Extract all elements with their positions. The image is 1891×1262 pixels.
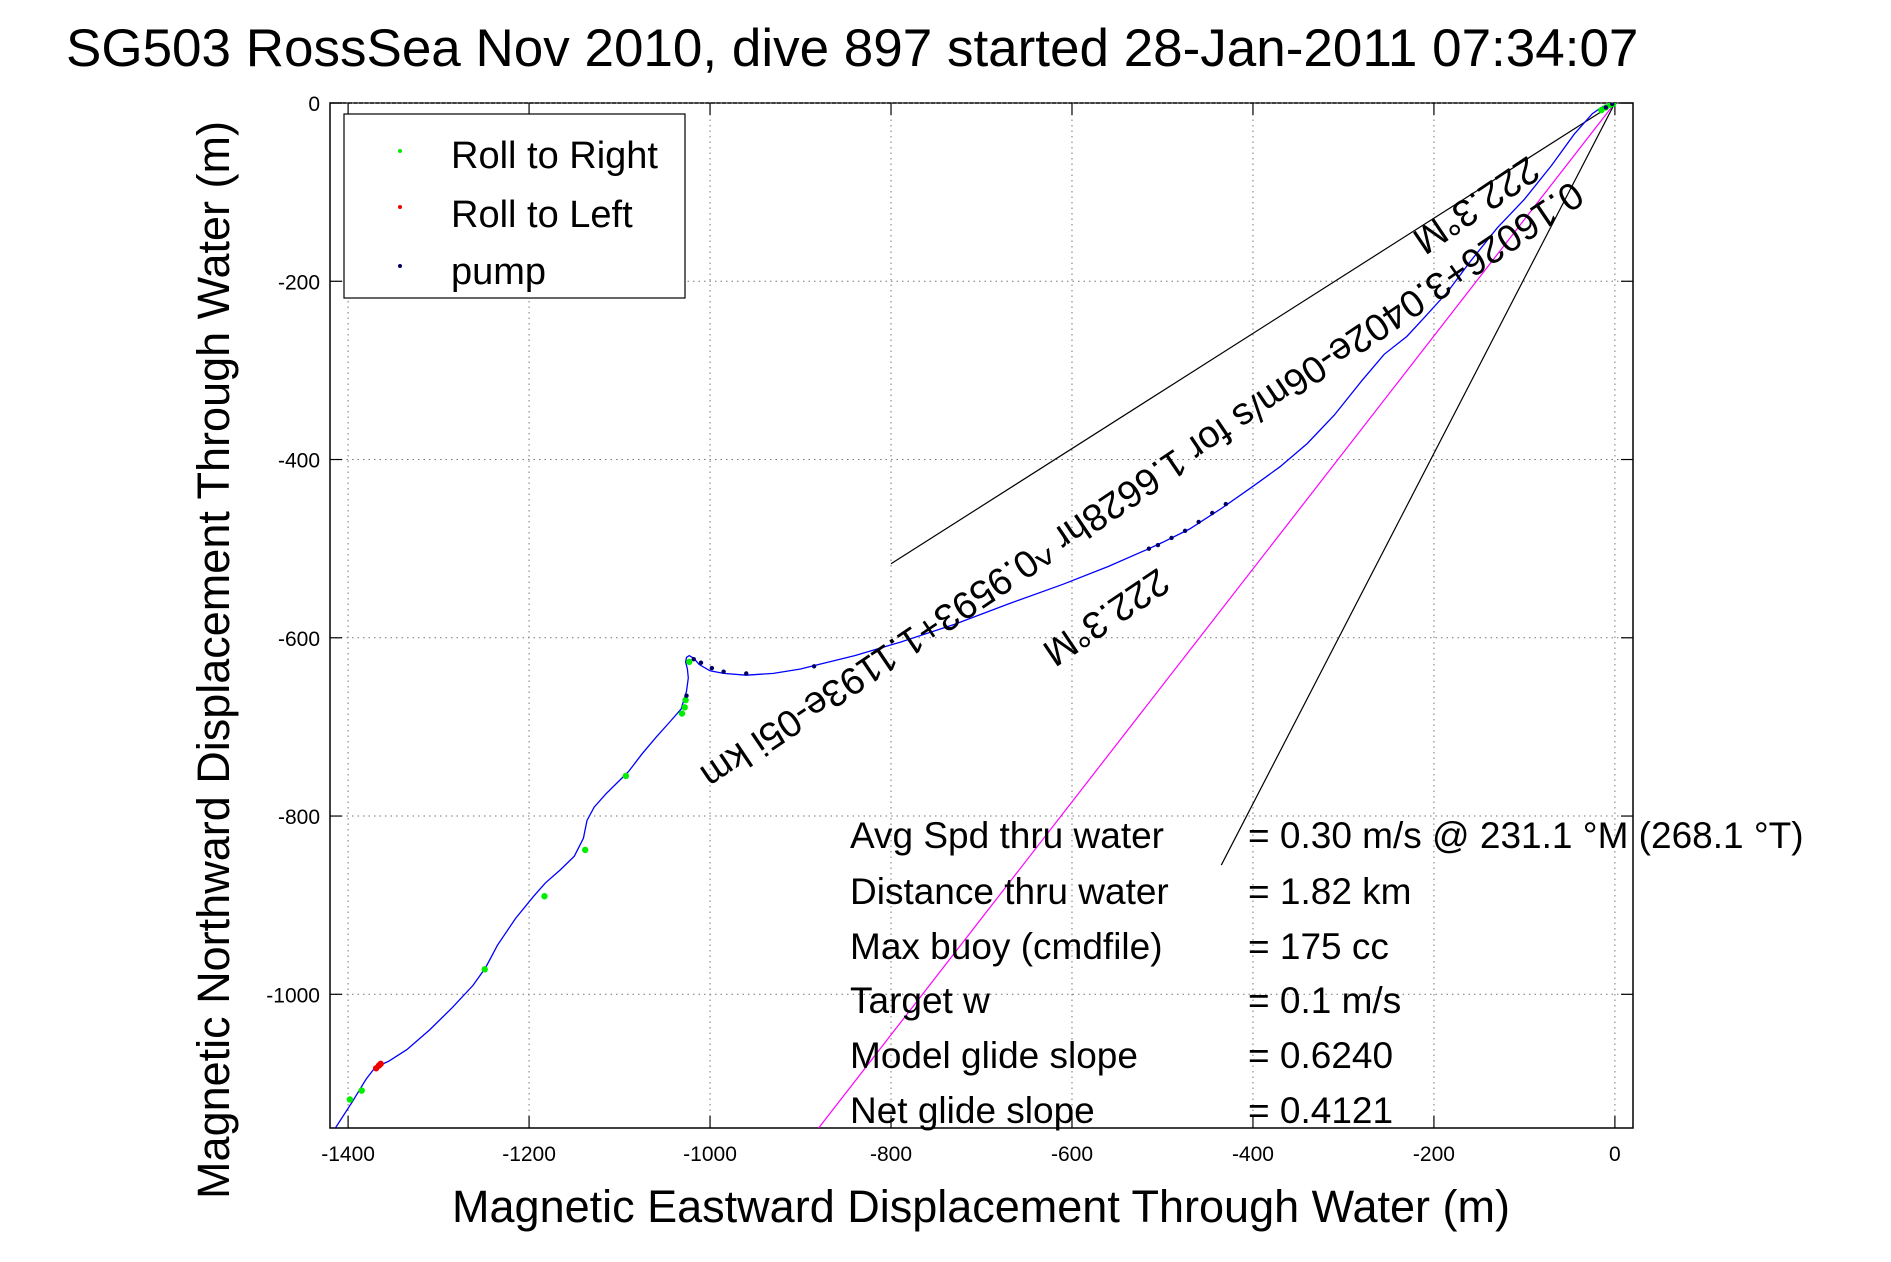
stat-label-5: Net glide slope bbox=[850, 1090, 1095, 1131]
legend: Roll to Right Roll to Left pump bbox=[343, 113, 686, 299]
stat-label-0: Avg Spd thru water bbox=[850, 815, 1164, 856]
x-tick-label: -1000 bbox=[683, 1143, 737, 1166]
stat-label-1: Distance thru water bbox=[850, 871, 1169, 912]
pump-marker bbox=[1223, 501, 1229, 507]
roll-right-marker bbox=[682, 696, 689, 704]
roll-right-marker bbox=[481, 966, 488, 973]
pump-marker bbox=[1210, 510, 1215, 516]
legend-swatch-roll-right bbox=[398, 149, 402, 153]
x-tick-label: 0 bbox=[1609, 1143, 1621, 1166]
stat-value-2: = 175 cc bbox=[1248, 926, 1389, 967]
legend-label-roll-right: Roll to Right bbox=[451, 135, 658, 177]
pump-marker bbox=[1182, 528, 1188, 534]
pump-markers bbox=[684, 103, 1615, 698]
roll-right-marker bbox=[346, 1096, 354, 1103]
y-tick-label: 0 bbox=[308, 93, 320, 116]
x-tick-label: -1200 bbox=[502, 1143, 556, 1166]
y-tick-label: -800 bbox=[278, 806, 320, 829]
x-ticks: -1400 -1200 -1000 -800 -600 -400 -200 0 bbox=[321, 103, 1621, 1166]
stat-value-5: = 0.4121 bbox=[1248, 1090, 1393, 1131]
stat-label-2: Max buoy (cmdfile) bbox=[850, 926, 1163, 967]
x-tick-label: -400 bbox=[1232, 1143, 1274, 1166]
roll-right-marker bbox=[681, 704, 688, 711]
pump-marker bbox=[684, 693, 689, 698]
pump-marker bbox=[811, 664, 817, 669]
roll-right-marker bbox=[581, 846, 589, 854]
y-tick-label: -200 bbox=[278, 271, 320, 294]
x-axis-label: Magnetic Eastward Displacement Through W… bbox=[452, 1181, 1510, 1232]
roll-right-marker bbox=[358, 1087, 365, 1094]
stat-label-4: Model glide slope bbox=[850, 1035, 1138, 1076]
roll-right-marker bbox=[686, 658, 693, 666]
pump-marker bbox=[691, 656, 696, 662]
chart-title: SG503 RossSea Nov 2010, dive 897 started… bbox=[66, 19, 1638, 78]
legend-swatch-roll-left bbox=[398, 205, 402, 209]
roll-right-marker bbox=[678, 710, 686, 717]
pump-marker bbox=[1146, 546, 1152, 551]
pump-marker bbox=[1169, 535, 1174, 541]
stats-block: Avg Spd thru water = 0.30 m/s @ 231.1 °M… bbox=[850, 815, 1804, 1131]
stat-label-3: Target w bbox=[850, 980, 990, 1021]
stat-value-4: = 0.6240 bbox=[1248, 1035, 1393, 1076]
pump-marker bbox=[721, 669, 726, 674]
pump-marker bbox=[744, 671, 749, 676]
x-tick-label: -200 bbox=[1413, 1143, 1455, 1166]
x-tick-label: -800 bbox=[870, 1143, 912, 1166]
legend-label-roll-left: Roll to Left bbox=[451, 194, 633, 236]
roll-right-marker bbox=[541, 893, 548, 900]
pump-marker bbox=[1609, 103, 1615, 107]
y-tick-label: -600 bbox=[278, 628, 320, 651]
roll-left-markers bbox=[372, 1060, 384, 1072]
legend-swatch-pump bbox=[398, 264, 402, 268]
pump-marker bbox=[709, 665, 715, 671]
stat-value-3: = 0.1 m/s bbox=[1248, 980, 1401, 1021]
stat-value-1: = 1.82 km bbox=[1248, 871, 1412, 912]
x-tick-label: -600 bbox=[1051, 1143, 1093, 1166]
roll-right-marker bbox=[622, 772, 630, 780]
reference-line-lower bbox=[1220, 103, 1616, 866]
trend-line-magenta bbox=[818, 103, 1616, 1128]
pump-marker bbox=[698, 660, 704, 665]
y-ticks: 0 -200 -400 -600 -800 -1000 bbox=[266, 93, 1633, 1007]
reference-line-upper bbox=[890, 103, 1616, 565]
y-axis-label: Magnetic Northward Displacement Through … bbox=[188, 121, 239, 1199]
pump-marker bbox=[1196, 519, 1201, 525]
legend-label-pump: pump bbox=[451, 251, 546, 293]
x-tick-label: -1400 bbox=[321, 1143, 375, 1166]
y-tick-label: -400 bbox=[278, 450, 320, 473]
y-tick-label: -1000 bbox=[266, 984, 320, 1007]
series-line-track bbox=[334, 103, 1616, 1128]
stat-value-0: = 0.30 m/s @ 231.1 °M (268.1 °T) bbox=[1248, 815, 1804, 856]
pump-marker bbox=[1603, 105, 1609, 110]
roll-left-marker bbox=[377, 1060, 384, 1068]
pump-marker bbox=[1155, 542, 1161, 548]
